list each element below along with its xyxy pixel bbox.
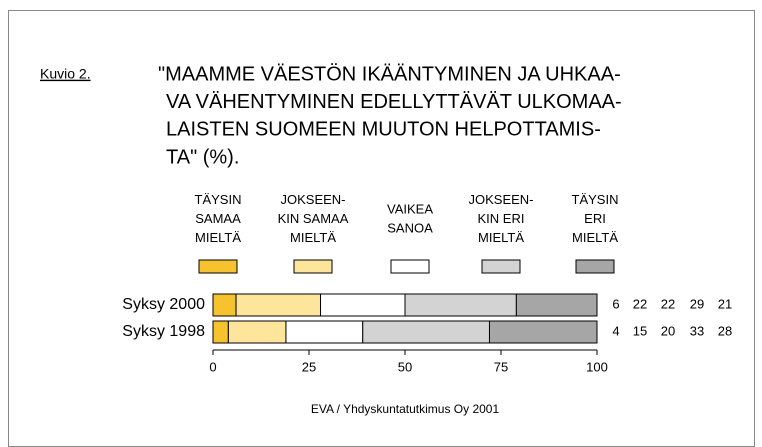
legend-swatch <box>575 259 615 274</box>
value-label: 33 <box>690 323 704 338</box>
bar-segment <box>488 320 598 344</box>
value-label: 22 <box>661 296 675 311</box>
legend-swatch <box>390 259 430 274</box>
value-label: 28 <box>718 323 732 338</box>
value-label: 15 <box>633 323 647 338</box>
value-label: 29 <box>690 296 704 311</box>
x-tick-label: 75 <box>494 359 508 374</box>
value-label: 6 <box>612 296 619 311</box>
chart-title: LAISTEN SUOMEEN MUUTON HELPOTTAMIS- <box>166 119 601 141</box>
value-label: 22 <box>633 296 647 311</box>
bar-segment <box>212 293 237 317</box>
legend-label: TÄYSIN ERI MIELTÄ <box>572 192 619 245</box>
legend-swatch <box>293 259 333 274</box>
legend-label: JOKSEEN-KIN ERI MIELTÄ <box>468 192 533 245</box>
value-label: 4 <box>612 323 619 338</box>
source: EVA / Yhdyskuntatutkimus Oy 2001 <box>311 402 500 416</box>
bar-segment <box>227 320 287 344</box>
chart-title: TA" (%). <box>166 146 239 168</box>
x-tick-label: 50 <box>398 359 412 374</box>
bar-segment <box>404 293 517 317</box>
chart-title: VA VÄHENTYMINEN EDELLYTTÄVÄT ULKOMAA- <box>166 91 622 113</box>
legend-label: TÄYSIN SAMAA MIELTÄ <box>195 192 242 245</box>
legend-swatch <box>481 259 521 274</box>
bar-segment <box>285 320 364 344</box>
category-label: Syksy 1998 <box>122 323 205 340</box>
bar-segment <box>212 320 229 344</box>
bar-segment <box>362 320 490 344</box>
x-tick-label: 100 <box>586 359 608 374</box>
legend-label: JOKSEEN-KIN SAMAA MIELTÄ <box>278 192 349 245</box>
x-tick-label: 0 <box>209 359 216 374</box>
x-tick-label: 25 <box>302 359 316 374</box>
legend-swatch <box>198 259 238 274</box>
value-label: 20 <box>661 323 675 338</box>
value-label: 21 <box>718 296 732 311</box>
legend-label: VAIKEA SANOA <box>387 202 433 236</box>
bar-segment <box>320 293 406 317</box>
bar-segment <box>515 293 598 317</box>
category-label: Syksy 2000 <box>122 296 205 313</box>
bar-segment <box>235 293 322 317</box>
figure-label: Kuvio 2. <box>40 66 91 82</box>
chart-title: "MAAMME VÄESTÖN IKÄÄNTYMINEN JA UHKAA- <box>158 63 621 85</box>
